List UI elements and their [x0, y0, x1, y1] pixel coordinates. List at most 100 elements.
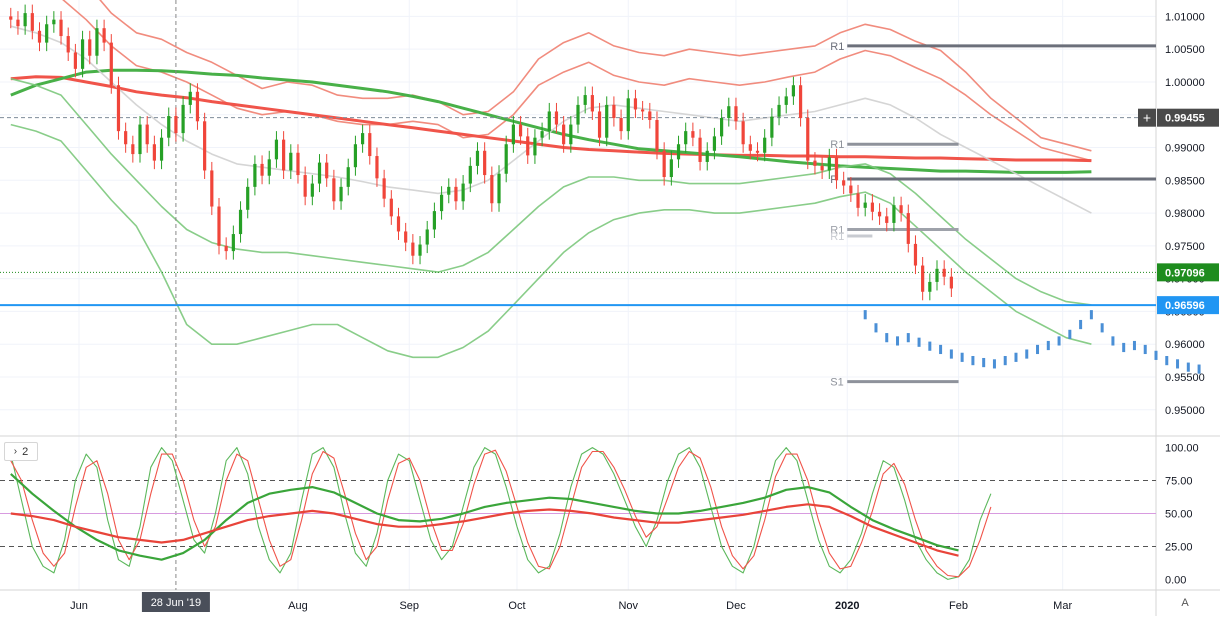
price-tick-label: 1.01000: [1165, 11, 1205, 23]
plus-icon: +: [1143, 110, 1151, 126]
candle-body: [877, 211, 882, 217]
candle-body: [181, 104, 185, 134]
candle-body: [942, 268, 946, 277]
projection-bar: [1197, 364, 1201, 374]
add-alert-button: [1138, 108, 1156, 127]
price-tick-label: 0.95500: [1165, 372, 1205, 384]
oscillator-tick-label: 25.00: [1165, 541, 1193, 553]
price-tick-label: 1.00000: [1165, 77, 1205, 89]
candle-body: [490, 175, 494, 204]
candle-body: [109, 42, 113, 86]
candle-body: [511, 124, 515, 145]
pivot-label: R1: [830, 224, 844, 236]
projection-bar: [1057, 336, 1061, 346]
projection-bar: [874, 323, 878, 333]
candle-body: [131, 144, 135, 155]
candle-body: [806, 118, 810, 161]
projection-bar: [1143, 344, 1147, 355]
candle-body: [260, 163, 264, 176]
candle-body: [267, 159, 271, 176]
projection-bar: [949, 349, 953, 359]
crosshair-date-box: [141, 592, 210, 612]
candle-body: [188, 91, 192, 105]
pane-legend-toggle[interactable]: › 2: [4, 442, 38, 461]
price-badge: [1157, 263, 1219, 282]
auto-scale-button[interactable]: A: [1181, 597, 1189, 609]
price-tick-label: 0.99000: [1165, 143, 1205, 155]
candle-body: [332, 178, 336, 202]
candle-body: [827, 157, 831, 171]
candle-body: [662, 150, 666, 178]
candle-body: [612, 104, 616, 119]
candle-body: [906, 213, 910, 244]
candle-body: [820, 165, 824, 171]
indicator-line: [62, 0, 1092, 162]
candle-body: [59, 19, 63, 37]
time-tick-label: Oct: [508, 600, 525, 612]
indicator-line: [10, 123, 1092, 359]
candle-body: [52, 19, 56, 25]
indicator-line: [10, 25, 1092, 214]
projection-bar: [885, 333, 889, 343]
candle-body: [648, 111, 652, 120]
candle-body: [80, 39, 85, 69]
candle-body: [597, 111, 602, 138]
candle-body: [439, 194, 444, 212]
projection-bar: [960, 352, 964, 362]
candle-body: [145, 124, 149, 145]
candle-body: [928, 281, 932, 292]
projection-bar: [1132, 340, 1136, 351]
candle-body: [339, 186, 343, 202]
candle-body: [712, 136, 717, 151]
candle-body: [425, 229, 429, 245]
projection-bar: [1176, 359, 1180, 369]
candle-body: [590, 95, 594, 112]
candle-body: [913, 243, 918, 266]
candle-body: [497, 173, 501, 204]
candle-body: [475, 150, 480, 166]
candle-body: [562, 124, 566, 145]
candle-body: [526, 136, 530, 156]
indicator-line: [10, 77, 1092, 306]
time-tick-label: Feb: [949, 600, 968, 612]
candle-body: [834, 157, 839, 181]
projection-bar: [1089, 310, 1093, 320]
oscillator-line: [10, 449, 992, 578]
time-tick-label: Jun: [70, 600, 88, 612]
candle-body: [404, 231, 408, 243]
pivot-label: R1: [830, 139, 844, 151]
projection-bar: [1111, 336, 1115, 346]
candle-body: [88, 39, 92, 56]
indicator-line: [99, 0, 1092, 152]
projection-bar: [939, 344, 943, 355]
candle-body: [856, 193, 860, 208]
candle-body: [138, 124, 142, 155]
candle-body: [325, 162, 329, 179]
candle-body: [885, 216, 889, 223]
price-badges: 0.99455 0.97096 0.96596 +: [1138, 108, 1219, 315]
candle-body: [755, 150, 760, 153]
time-tick-label: Dec: [726, 600, 746, 612]
oscillator-line: [10, 503, 959, 557]
projection-bar: [1165, 356, 1169, 366]
oscillator-line: [10, 473, 959, 561]
candle-body: [174, 116, 178, 134]
candle-body: [16, 19, 20, 27]
candle-body: [167, 116, 171, 138]
candle-body: [346, 167, 350, 187]
pane-legend-label: 2: [22, 445, 29, 458]
candle-body: [547, 111, 551, 132]
projection-bars: [863, 310, 1201, 374]
candle-body: [777, 104, 781, 117]
candle-body: [518, 124, 523, 137]
projection-bar: [1100, 323, 1104, 333]
candle-body: [396, 216, 401, 232]
candle-body: [605, 104, 609, 138]
candle-body: [748, 144, 752, 151]
candle-body: [432, 211, 436, 230]
candle-body: [418, 244, 422, 256]
